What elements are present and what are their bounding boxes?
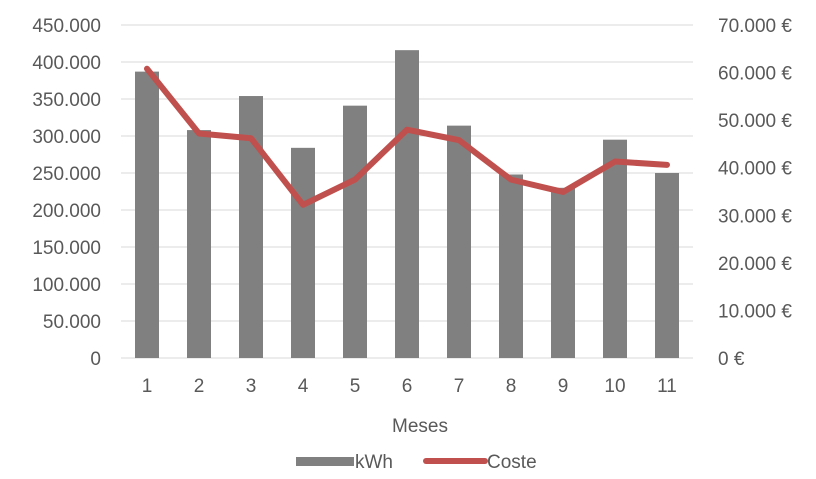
x-tick-label: 2 (194, 376, 205, 397)
bar-kwh (135, 72, 159, 358)
x-tick-label: 5 (350, 376, 361, 397)
y-left-tick-label: 400.000 (32, 53, 101, 74)
x-tick-label: 7 (454, 376, 465, 397)
x-axis-title: Meses (392, 416, 448, 437)
legend-label-kwh: kWh (355, 452, 393, 473)
y-right-tick-label: 20.000 € (718, 254, 792, 275)
y-left-tick-label: 350.000 (32, 90, 101, 111)
bar-kwh (343, 106, 367, 358)
bar-kwh (447, 126, 471, 358)
y-right-tick-label: 60.000 € (718, 64, 792, 85)
y-left-tick-label: 200.000 (32, 201, 101, 222)
legend: kWh Coste (296, 452, 537, 473)
x-tick-label: 4 (298, 376, 309, 397)
y-right-tick-label: 70.000 € (718, 16, 792, 37)
legend-label-coste: Coste (487, 452, 537, 473)
bar-kwh (187, 130, 211, 358)
x-tick-label: 3 (246, 376, 257, 397)
x-tick-label: 10 (604, 376, 625, 397)
x-tick-label: 6 (402, 376, 413, 397)
bar-kwh (551, 188, 575, 358)
y-left-tick-label: 100.000 (32, 275, 101, 296)
y-right-tick-label: 10.000 € (718, 301, 792, 322)
x-tick-label: 11 (657, 376, 677, 397)
x-axis-ticks: 1 2 3 4 5 6 7 8 9 10 11 (142, 376, 677, 397)
y-left-tick-label: 0 (90, 349, 101, 370)
x-tick-label: 9 (558, 376, 569, 397)
y-right-tick-label: 0 € (718, 349, 745, 370)
bar-kwh (395, 50, 419, 358)
legend-swatch-kwh (296, 457, 354, 466)
y-left-tick-label: 450.000 (32, 16, 101, 37)
y-right-tick-label: 50.000 € (718, 111, 792, 132)
left-axis-ticks: 0 50.000 100.000 150.000 200.000 250.000 300.0… (32, 16, 101, 370)
bar-kwh (291, 148, 315, 358)
y-right-tick-label: 30.000 € (718, 206, 792, 227)
x-tick-label: 1 (142, 376, 153, 397)
y-left-tick-label: 150.000 (32, 238, 101, 259)
y-left-tick-label: 300.000 (32, 127, 101, 148)
y-left-tick-label: 50.000 (43, 312, 101, 333)
bar-kwh (655, 173, 679, 358)
right-axis-ticks: 0 € 10.000 € 20.000 € 30.000 € 40.000 € 50.00… (718, 16, 792, 370)
y-right-tick-label: 40.000 € (718, 159, 792, 180)
y-left-tick-label: 250.000 (32, 164, 101, 185)
x-tick-label: 8 (506, 376, 517, 397)
bar-series-kwh (135, 50, 679, 358)
bar-kwh (499, 174, 523, 358)
bar-kwh (603, 140, 627, 358)
